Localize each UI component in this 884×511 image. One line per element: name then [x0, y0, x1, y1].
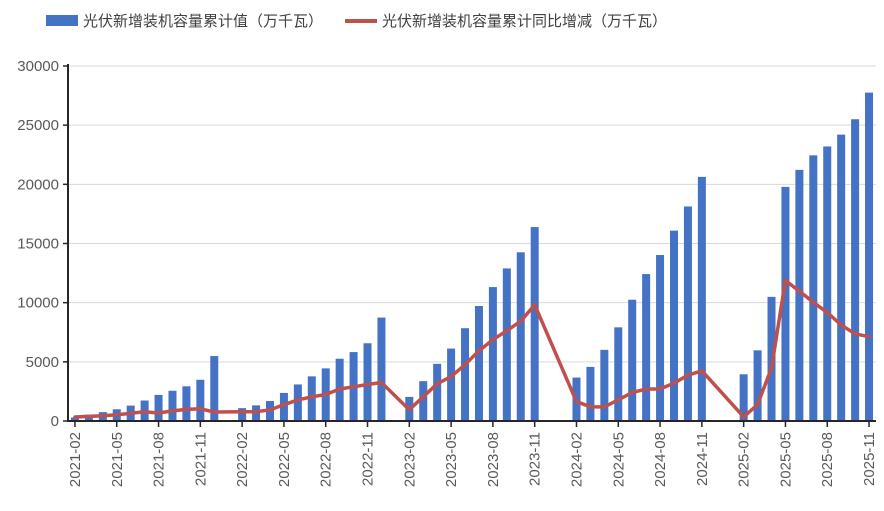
- bar-2025-06: [795, 169, 804, 421]
- bar-2024-03: [586, 366, 595, 421]
- bar-2025-08: [823, 146, 832, 421]
- bar-series-swatch-icon: [46, 15, 78, 26]
- x-tick-label: 2024-11: [694, 432, 711, 486]
- bar-2025-05: [781, 186, 790, 421]
- x-tick-label: 2024-08: [652, 432, 669, 487]
- x-tick-label: 2023-08: [485, 432, 502, 487]
- bar-2023-06: [461, 328, 470, 421]
- y-tick-label: 20000: [17, 176, 59, 193]
- bar-2023-08: [488, 287, 497, 421]
- legend-item-line-series: 光伏新增装机容量累计同比增减（万千瓦）: [345, 10, 667, 31]
- bar-2023-11: [530, 227, 539, 421]
- bar-2023-09: [502, 268, 511, 421]
- bar-2022-11: [363, 343, 372, 421]
- yoy-line: [73, 278, 871, 419]
- bar-2024-10: [683, 206, 692, 421]
- y-tick-label: 0: [51, 413, 59, 430]
- bar-2022-06: [293, 384, 302, 421]
- x-tick-label: 2025-08: [819, 432, 836, 487]
- bar-2021-08: [154, 394, 163, 421]
- y-tick-label: 25000: [17, 117, 59, 134]
- x-tick-label: 2024-05: [610, 432, 627, 487]
- bar-2025-11: [865, 92, 874, 421]
- bar-2021-10: [182, 386, 191, 421]
- x-tick-label: 2025-05: [777, 432, 794, 487]
- y-tick-label: 5000: [26, 354, 59, 371]
- bar-2022-02: [238, 408, 247, 421]
- bar-2025-02: [739, 374, 748, 421]
- x-tick-label: 2022-08: [318, 432, 335, 487]
- bar-2023-04: [433, 363, 442, 421]
- x-tick-label: 2024-02: [568, 432, 585, 487]
- y-tick-label: 15000: [17, 236, 59, 253]
- y-tick-label: 30000: [17, 58, 59, 75]
- bar-2024-08: [656, 255, 665, 421]
- bar-2023-10: [516, 252, 525, 421]
- bar-2021-02: [70, 417, 79, 421]
- x-tick-label: 2023-11: [527, 432, 544, 486]
- bar-2024-04: [600, 349, 609, 421]
- legend-label-line-series: 光伏新增装机容量累计同比增减（万千瓦）: [382, 13, 668, 30]
- bar-2023-05: [447, 348, 456, 421]
- x-tick-label: 2022-05: [276, 432, 293, 487]
- x-tick-label: 2023-05: [443, 432, 460, 487]
- legend: 光伏新增装机容量累计值（万千瓦） 光伏新增装机容量累计同比增减（万千瓦）: [46, 10, 689, 31]
- y-tick-label: 10000: [17, 295, 59, 312]
- bar-2024-07: [642, 274, 651, 421]
- bar-2025-03: [753, 350, 762, 421]
- x-tick-label: 2021-11: [192, 432, 209, 486]
- bar-2021-11: [196, 379, 205, 421]
- x-tick-label: 2021-08: [151, 432, 168, 487]
- x-tick-label: 2023-02: [401, 432, 418, 487]
- bar-2024-05: [614, 327, 623, 421]
- bar-2023-03: [419, 381, 428, 421]
- bar-2025-09: [837, 134, 846, 421]
- legend-label-bar-series: 光伏新增装机容量累计值（万千瓦）: [83, 13, 324, 30]
- bar-2022-05: [279, 392, 288, 421]
- bar-2021-09: [168, 390, 177, 421]
- bar-2025-10: [851, 119, 860, 421]
- bar-2021-12: [210, 356, 219, 421]
- x-tick-label: 2022-02: [234, 432, 251, 487]
- bar-2025-07: [809, 155, 818, 421]
- x-tick-label: 2021-02: [67, 432, 84, 487]
- bar-2024-09: [670, 230, 678, 421]
- bar-2022-07: [307, 376, 316, 421]
- legend-item-bar-series: 光伏新增装机容量累计值（万千瓦）: [46, 10, 323, 31]
- x-tick-label: 2021-05: [109, 432, 126, 487]
- line-series-swatch-icon: [345, 18, 378, 23]
- x-tick-label: 2022-11: [360, 432, 377, 486]
- x-tick-label: 2025-11: [861, 432, 878, 486]
- bar-2023-07: [474, 306, 483, 421]
- bar-2024-06: [628, 299, 637, 421]
- x-tick-label: 2025-02: [736, 432, 753, 487]
- bar-2024-11: [697, 176, 706, 421]
- bar-2022-12: [377, 317, 386, 421]
